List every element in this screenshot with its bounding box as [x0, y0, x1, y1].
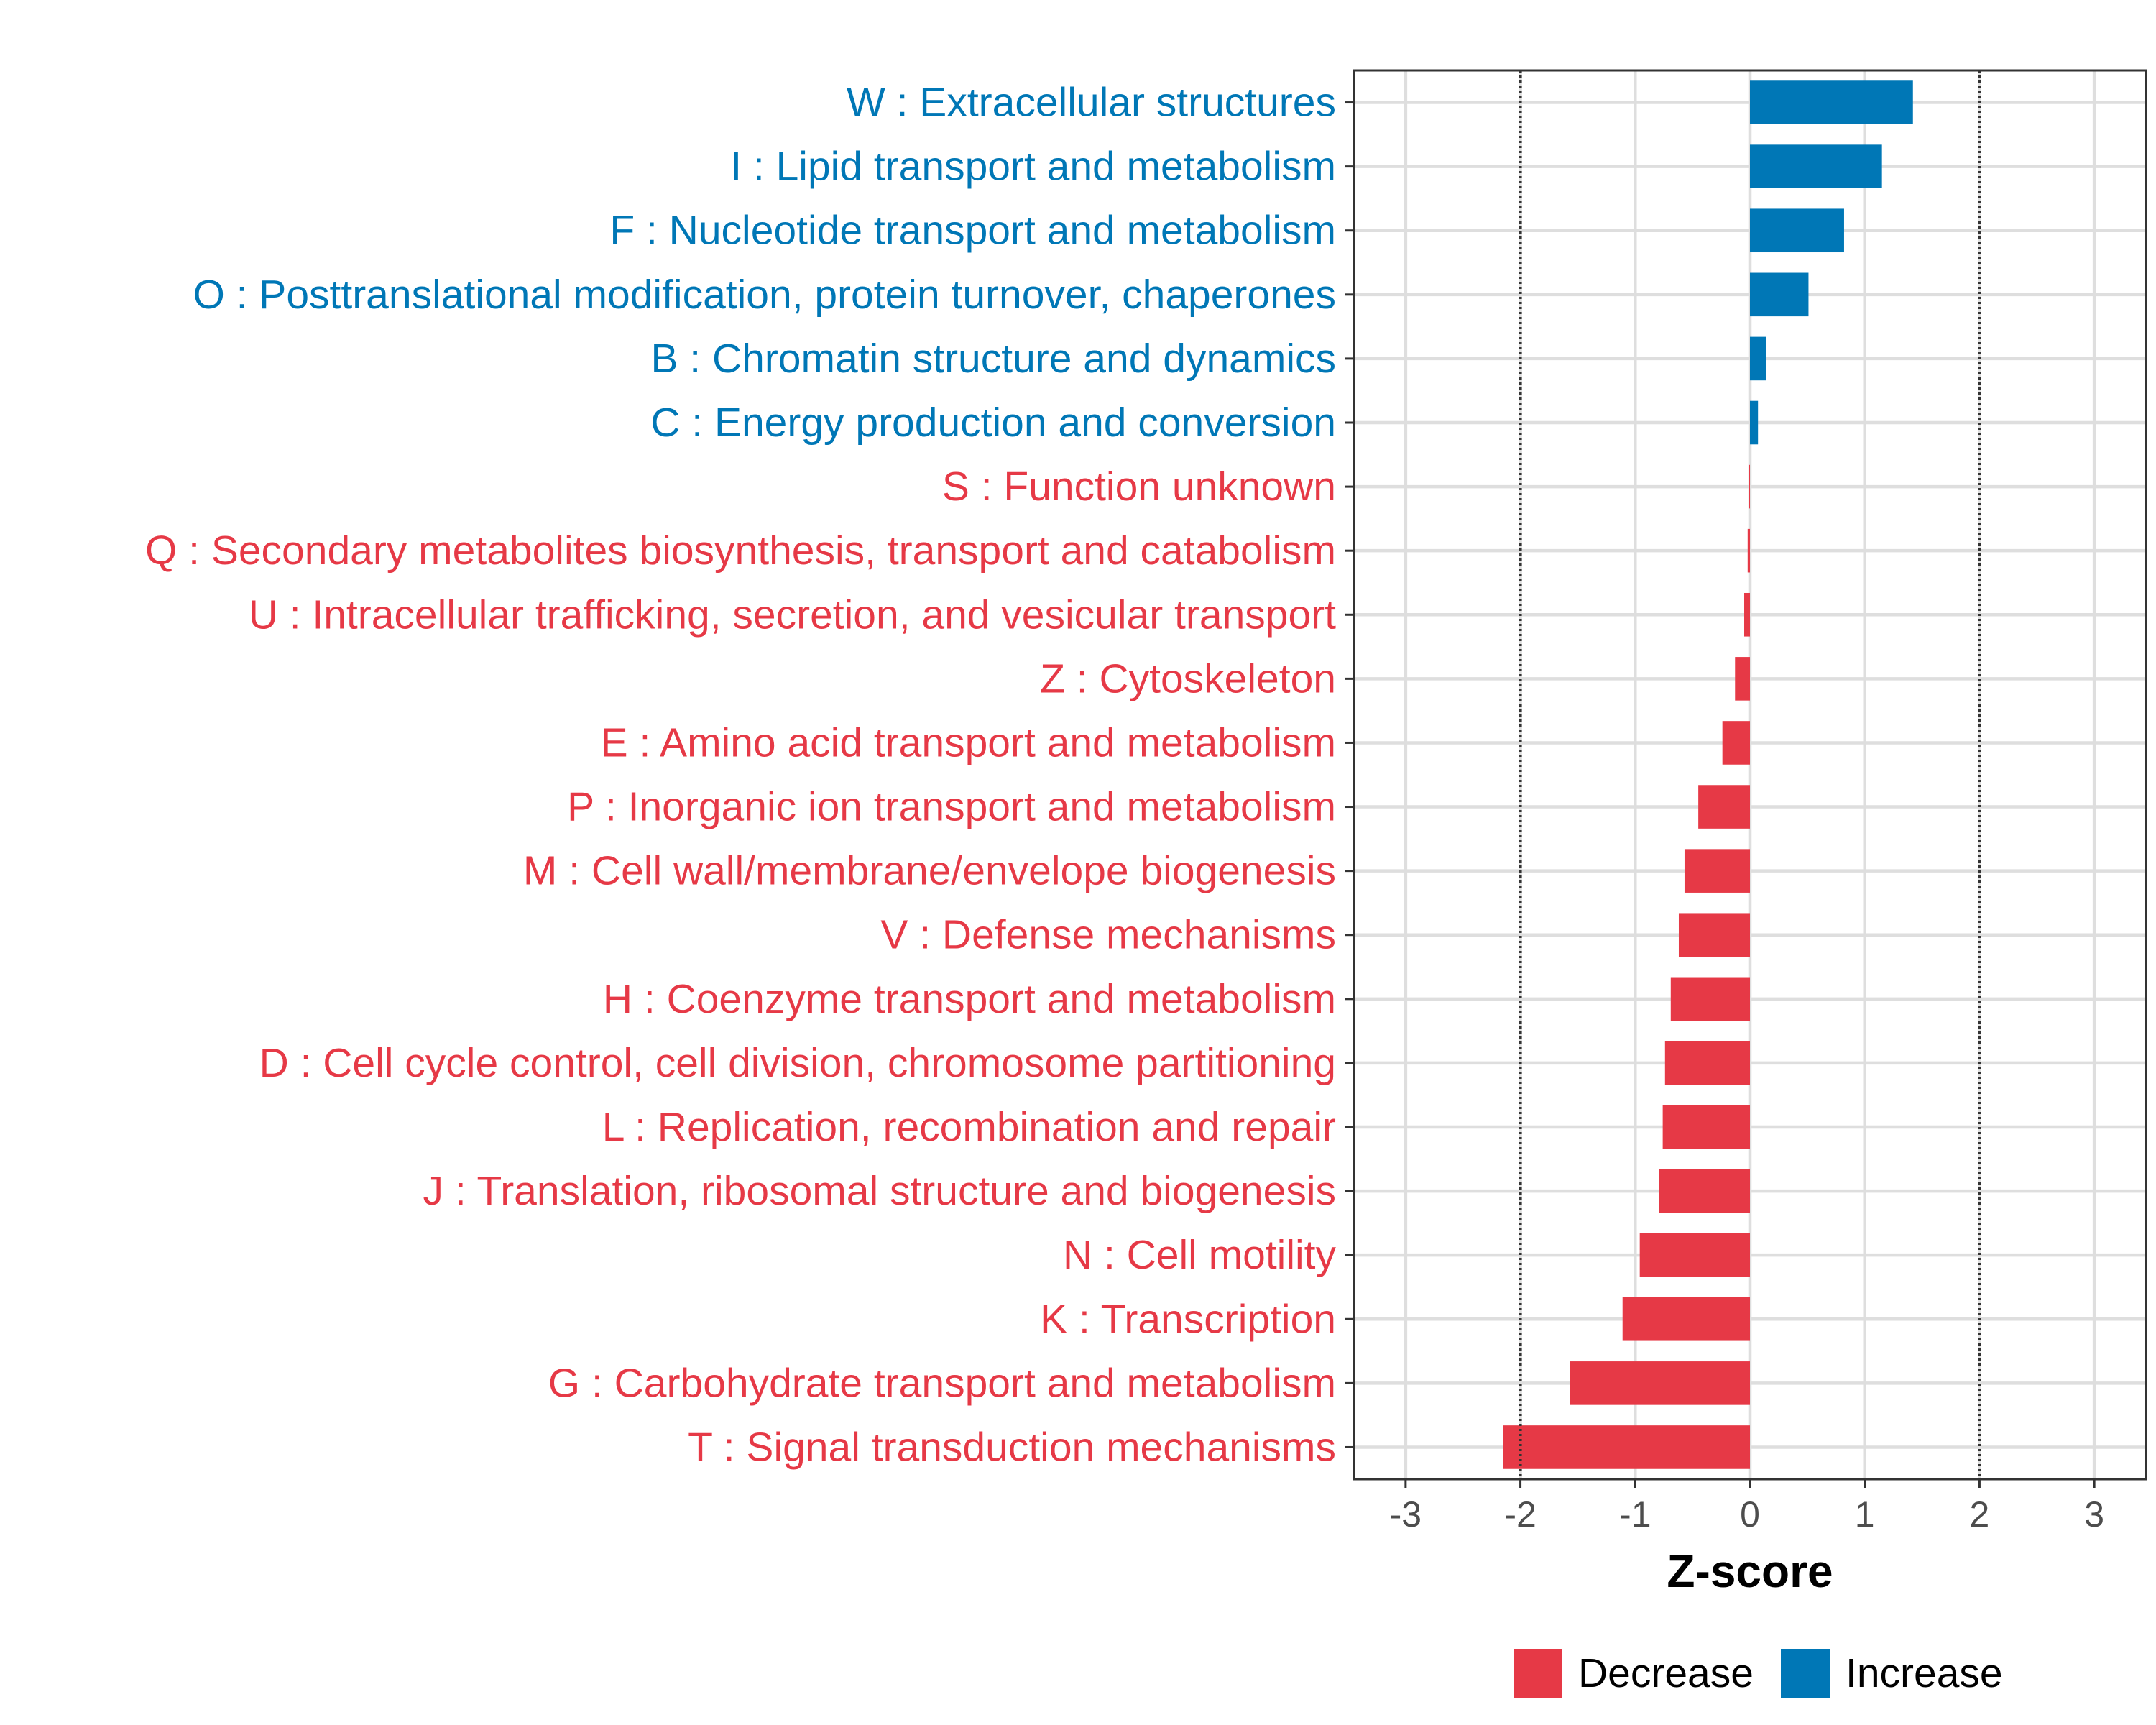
bar[interactable]	[1750, 400, 1759, 445]
category-label: Z : Cytoskeleton	[1040, 656, 1336, 702]
category-label: V : Defense mechanisms	[880, 912, 1336, 958]
category-label: Q : Secondary metabolites biosynthesis, …	[145, 528, 1336, 574]
x-tick-label: 0	[1740, 1494, 1760, 1535]
x-tick-label: 2	[1970, 1494, 1990, 1535]
bar[interactable]	[1684, 849, 1750, 893]
category-label: J : Translation, ribosomal structure and…	[423, 1168, 1336, 1214]
category-label: H : Coenzyme transport and metabolism	[603, 976, 1336, 1022]
category-label: O : Posttranslational modification, prot…	[193, 272, 1336, 318]
category-label: L : Replication, recombination and repai…	[602, 1104, 1336, 1150]
category-label: B : Chromatin structure and dynamics	[650, 336, 1336, 382]
bar[interactable]	[1662, 1105, 1750, 1149]
bar[interactable]	[1570, 1361, 1750, 1405]
category-label: T : Signal transduction mechanisms	[688, 1424, 1336, 1470]
bar[interactable]	[1750, 272, 1809, 317]
category-label: U : Intracellular trafficking, secretion…	[249, 592, 1336, 638]
bar[interactable]	[1659, 1169, 1750, 1213]
category-label: G : Carbohydrate transport and metabolis…	[548, 1360, 1336, 1406]
category-label: N : Cell motility	[1063, 1232, 1337, 1278]
category-label: F : Nucleotide transport and metabolism	[609, 208, 1336, 254]
bar[interactable]	[1750, 144, 1882, 188]
bar[interactable]	[1622, 1297, 1750, 1341]
legend-key-decrease	[1514, 1649, 1562, 1698]
category-label: W : Extracellular structures	[847, 80, 1336, 126]
bar[interactable]	[1722, 721, 1750, 765]
category-label: C : Energy production and conversion	[650, 400, 1336, 446]
bar[interactable]	[1750, 80, 1913, 124]
bar[interactable]	[1747, 528, 1750, 573]
category-label: E : Amino acid transport and metabolism	[601, 719, 1336, 765]
bar[interactable]	[1698, 785, 1750, 829]
x-tick-label: 3	[2084, 1494, 2104, 1535]
x-tick-label: -2	[1504, 1494, 1536, 1535]
bar[interactable]	[1664, 1041, 1750, 1085]
x-tick-label: 1	[1855, 1494, 1875, 1535]
category-label: S : Function unknown	[942, 464, 1336, 510]
x-tick-label: -3	[1390, 1494, 1422, 1535]
category-label: D : Cell cycle control, cell division, c…	[259, 1040, 1336, 1086]
bar[interactable]	[1735, 657, 1750, 701]
x-tick-label: -1	[1619, 1494, 1651, 1535]
legend-key-increase	[1781, 1649, 1830, 1698]
category-label: K : Transcription	[1040, 1296, 1336, 1342]
bar[interactable]	[1503, 1425, 1750, 1469]
category-label: M : Cell wall/membrane/envelope biogenes…	[523, 848, 1336, 894]
legend-label-increase: Increase	[1846, 1650, 2003, 1696]
bar[interactable]	[1749, 464, 1750, 509]
legend-label-decrease: Decrease	[1578, 1650, 1754, 1696]
bar[interactable]	[1750, 208, 1844, 253]
category-label: P : Inorganic ion transport and metaboli…	[567, 784, 1336, 830]
bar[interactable]	[1744, 592, 1750, 637]
x-axis-title: Z-score	[1667, 1545, 1833, 1597]
bar[interactable]	[1639, 1233, 1750, 1277]
bar[interactable]	[1670, 977, 1750, 1021]
category-label: I : Lipid transport and metabolism	[730, 144, 1336, 190]
bar[interactable]	[1750, 336, 1766, 381]
bar[interactable]	[1678, 913, 1750, 957]
